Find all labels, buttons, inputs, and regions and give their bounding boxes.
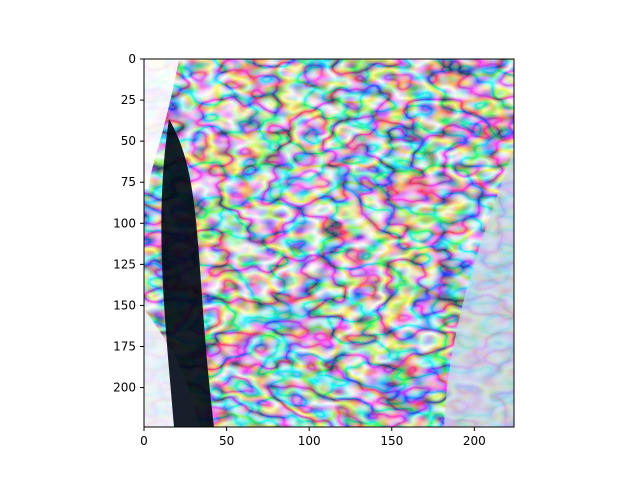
x-tick-label: 0	[140, 434, 148, 448]
y-tick-label: 100	[113, 216, 136, 230]
y-tick-label: 50	[121, 134, 136, 148]
y-tick-label: 150	[113, 298, 136, 312]
x-tick-label: 50	[219, 434, 234, 448]
image-left-shadow	[161, 119, 214, 427]
image-right-highlight	[444, 149, 514, 427]
y-tick-label: 25	[121, 93, 136, 107]
image-left-highlight	[144, 59, 179, 189]
x-tick-label: 150	[380, 434, 403, 448]
heatmap-image	[144, 59, 514, 427]
y-tick-label: 200	[113, 381, 136, 395]
axes-frame	[143, 58, 515, 428]
x-tick-label: 200	[463, 434, 486, 448]
y-tick-label: 0	[128, 52, 136, 66]
axis-ticks: 0 50 100 150 200 0 25 50 75 100 125 150 175 200	[113, 52, 486, 448]
y-tick-label: 125	[113, 257, 136, 271]
y-tick-label: 75	[121, 175, 136, 189]
x-tick-label: 100	[298, 434, 321, 448]
y-tick-label: 175	[113, 340, 136, 354]
